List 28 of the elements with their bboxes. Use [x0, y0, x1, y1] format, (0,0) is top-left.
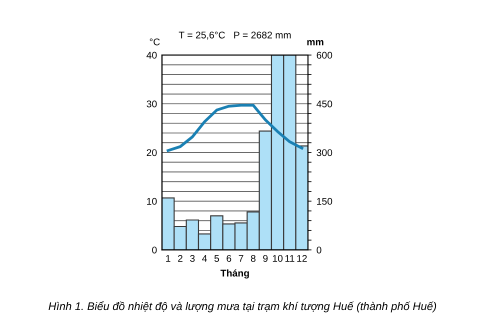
line-series	[166, 104, 304, 152]
y-tick-label: 20	[146, 149, 157, 156]
y2-tick-label: 150	[317, 198, 332, 205]
x-tick-label: 3	[190, 254, 195, 262]
x-tick-label: 2	[178, 254, 182, 262]
y2-axis-title: mm	[307, 40, 324, 46]
x-tick-label: 10	[272, 254, 283, 262]
y2-tick-label: 300	[316, 149, 332, 156]
x-tick-label: 4	[202, 255, 207, 262]
x-tick-label: 11	[285, 255, 294, 262]
y2-tick-label: 0	[316, 246, 322, 254]
text: Hình 1. Biểu đồ nhiệt độ và lượng mưa tại trạm khí tượng Huế (thành phố Huế)	[48, 301, 436, 312]
y-tick-label: 30	[146, 100, 157, 108]
y2-tick-label: 600	[316, 52, 332, 59]
y-tick-label: 40	[146, 52, 157, 59]
x-tick-label: 8	[250, 254, 256, 262]
x-tick-label: 5	[214, 255, 220, 262]
y-tick-label: 10	[147, 198, 157, 205]
x-tick-label: 12	[297, 254, 307, 262]
chart-title: T = 25,6°C P = 2682 mm	[178, 32, 291, 40]
y-axis-title: °C	[150, 38, 160, 46]
x-tick-label: 1	[166, 255, 170, 262]
y2-tick-label: 450	[316, 100, 332, 108]
x-tick-label: 7	[238, 255, 244, 262]
x-tick-label: 9	[263, 254, 268, 262]
x-tick-label: 6	[226, 254, 232, 262]
x-axis-title: Tháng	[220, 269, 249, 279]
y-tick-label: 0	[152, 246, 157, 254]
